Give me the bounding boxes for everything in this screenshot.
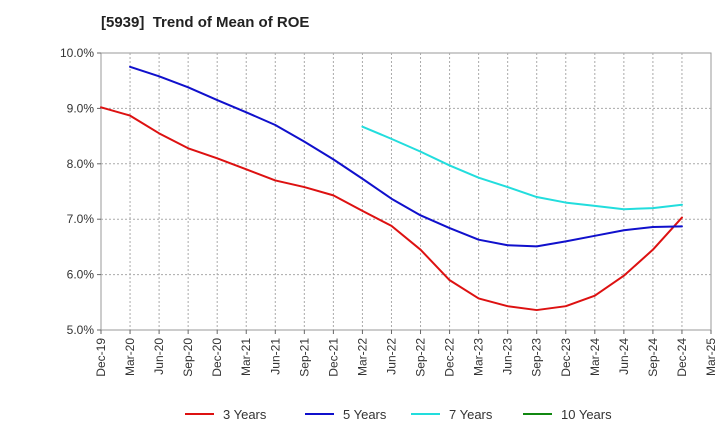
x-tick-label: Dec-24 [675,338,689,377]
x-tick-label: Jun-23 [501,338,515,375]
y-tick-label: 6.0% [67,268,95,282]
legend: 3 Years 5 Years 7 Years 10 Years [185,407,612,422]
x-tick-label: Mar-23 [472,338,486,376]
series-line-2 [361,125,683,211]
x-tick-label: Sep-24 [646,338,660,377]
legend-label: 3 Years [223,407,267,422]
x-tick-label: Mar-22 [355,338,369,376]
x-tick-label: Mar-20 [123,338,137,376]
series-line-1 [129,65,683,248]
x-tick-label: Dec-21 [326,338,340,377]
x-tick-label: Jun-21 [268,338,282,375]
y-axis-ticks: 5.0% 6.0% 7.0% 8.0% 9.0% 10.0% [60,46,101,337]
x-tick-label: Jun-20 [152,338,166,375]
x-tick-label: Dec-23 [559,338,573,377]
x-axis-ticks: Dec-19 Mar-20 Jun-20 Sep-20 Dec-20 Mar-21 Jun-… [94,330,718,377]
x-tick-label: Sep-23 [530,338,544,377]
series-lines [100,65,683,312]
y-tick-label: 9.0% [67,101,95,115]
x-tick-label: Sep-20 [181,338,195,377]
legend-label: 7 Years [449,407,493,422]
x-tick-label: Sep-22 [414,338,428,377]
x-tick-label: Sep-21 [297,338,311,377]
x-tick-label: Mar-24 [588,338,602,376]
x-tick-label: Dec-20 [210,338,224,377]
x-tick-label: Dec-22 [443,338,457,377]
y-tick-label: 8.0% [67,157,95,171]
plot-area [100,52,712,331]
legend-label: 5 Years [343,407,387,422]
x-tick-label: Mar-21 [239,338,253,376]
y-tick-label: 5.0% [67,323,95,337]
chart-title: [5939] Trend of Mean of ROE [101,14,310,31]
legend-label: 10 Years [561,407,612,422]
x-tick-label: Dec-19 [94,338,108,377]
x-tick-label: Jun-22 [384,338,398,375]
grid-lines [101,53,711,330]
x-tick-label: Jun-24 [617,338,631,375]
x-tick-label: Mar-25 [704,338,718,376]
y-tick-label: 10.0% [60,46,94,60]
series-line-0 [100,106,683,312]
y-tick-label: 7.0% [67,212,95,226]
